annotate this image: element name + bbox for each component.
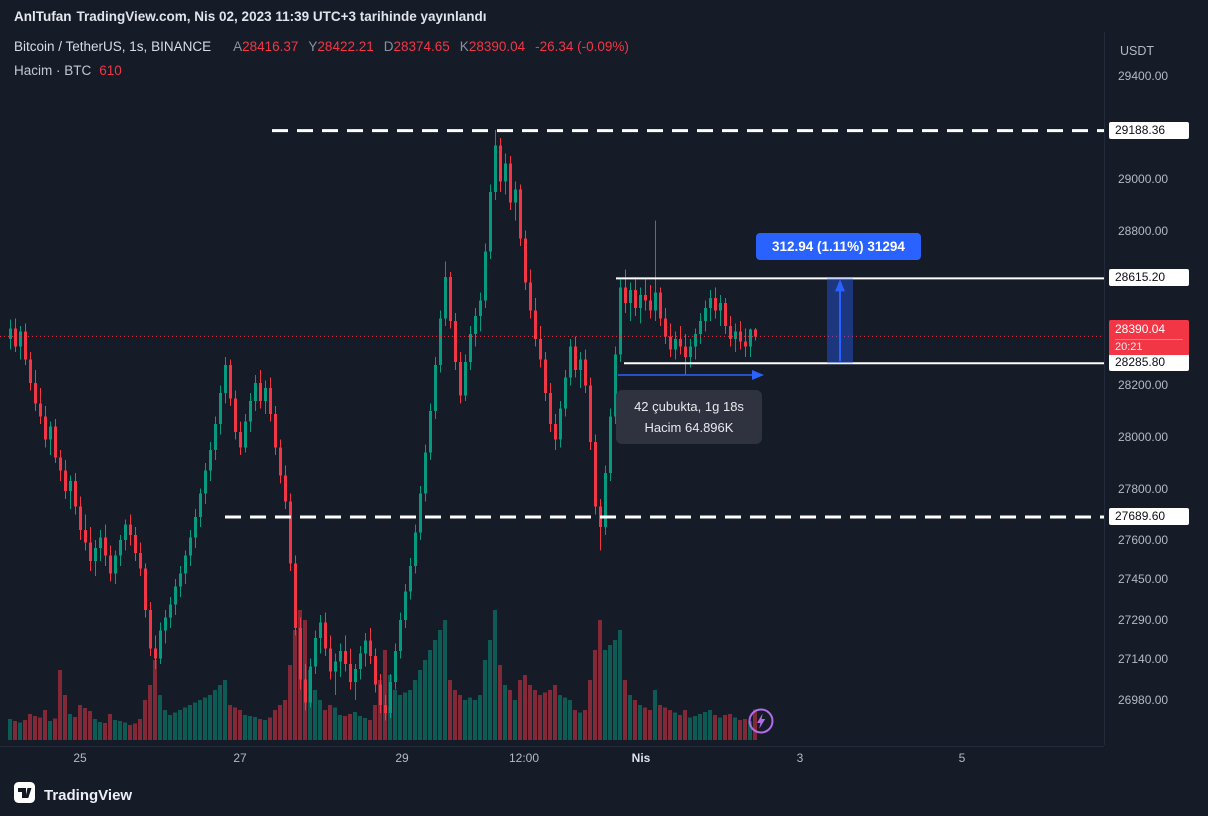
current-price-badge: 28390.04 20:21	[1109, 320, 1189, 356]
publication-header: AnlTufan TradingView.com, Nis 02, 2023 11…	[14, 9, 487, 24]
time-axis-label-Nis: Nis	[631, 751, 651, 765]
price-axis-label: 28200.00	[1118, 378, 1169, 393]
price-axis-label: 27290.00	[1118, 613, 1169, 628]
time-axis-label-3: 3	[796, 751, 804, 765]
bars-range-line1: 42 çubukta, 1g 18s	[634, 399, 744, 414]
time-axis-label-25: 25	[73, 751, 87, 765]
footer: TradingView	[14, 782, 132, 808]
low-value: 28374.65	[393, 39, 450, 54]
chart-legend: Bitcoin / TetherUS, 1s, BINANCE A28416.37…	[14, 39, 629, 78]
high-value: 28422.21	[317, 39, 374, 54]
level-price-badge: 29188.36	[1109, 121, 1189, 139]
price-axis-label: 27450.00	[1118, 571, 1169, 586]
price-axis-label: 28000.00	[1118, 429, 1169, 444]
price-axis-label: 29400.00	[1118, 69, 1169, 83]
time-axis-label-12:00: 12:00	[508, 751, 540, 765]
volume-value: 610	[99, 63, 122, 78]
symbol-title[interactable]: Bitcoin / TetherUS, 1s, BINANCE	[14, 39, 212, 54]
time-axis[interactable]: 25 27 29 12:00 Nis 3 5	[0, 746, 1104, 768]
price-axis[interactable]: 29400.00 29000.00 28800.00 28200.00 28000.00…	[1104, 32, 1208, 745]
tradingview-logo-icon[interactable]	[14, 782, 35, 808]
bar-countdown: 20:21	[1115, 339, 1183, 354]
price-axis-label: 28800.00	[1118, 223, 1169, 238]
time-axis-label-5: 5	[958, 751, 966, 765]
author-name[interactable]: AnlTufan	[14, 9, 72, 24]
flash-icon[interactable]	[746, 706, 776, 736]
level-price-badge: 28615.20	[1109, 269, 1189, 287]
volume-bars	[8, 610, 757, 740]
low-label: D	[383, 39, 394, 54]
high-label: Y	[308, 39, 318, 54]
volume-row: Hacim · BTC 610	[14, 63, 629, 78]
bars-range-tool[interactable]	[618, 370, 764, 380]
price-axis-label: 27800.00	[1118, 481, 1169, 496]
bars-range-line2: Hacim 64.896K	[644, 420, 734, 435]
price-axis-label: 29000.00	[1118, 172, 1169, 187]
price-range-tool[interactable]	[827, 278, 853, 364]
close-value: 28390.04	[468, 39, 526, 54]
brand-name[interactable]: TradingView	[44, 786, 133, 804]
price-range-label[interactable]: 312.94 (1.11%) 31294	[756, 233, 921, 260]
level-price-badge: 28285.80	[1109, 354, 1189, 372]
change-value: -26.34 (-0.09%)	[535, 39, 629, 54]
close-label: K	[459, 39, 469, 54]
time-axis-label-27: 27	[233, 751, 247, 765]
price-axis-label: 27140.00	[1118, 651, 1169, 666]
candlesticks	[9, 130, 757, 721]
volume-label: Hacim · BTC	[14, 63, 92, 78]
open-value: 28416.37	[242, 39, 299, 54]
level-price-badge: 27689.60	[1109, 508, 1189, 526]
symbol-row: Bitcoin / TetherUS, 1s, BINANCE A28416.37…	[14, 39, 629, 54]
price-axis-label: 26980.00	[1118, 693, 1169, 707]
axis-currency-label: USDT	[1120, 44, 1155, 58]
publication-info: TradingView.com, Nis 02, 2023 11:39 UTC+…	[76, 9, 487, 24]
price-axis-label: 27600.00	[1118, 533, 1169, 548]
current-price-value: 28390.04	[1115, 322, 1166, 337]
open-label: A	[233, 39, 243, 54]
bars-range-tooltip: 42 çubukta, 1g 18s Hacim 64.896K	[616, 390, 762, 444]
time-axis-label-29: 29	[395, 751, 409, 765]
